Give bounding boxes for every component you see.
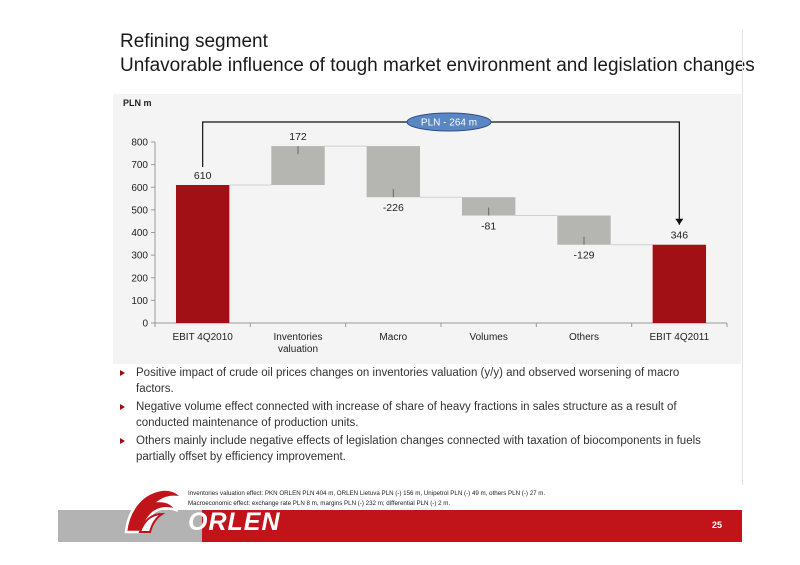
footer-red-block: 25 <box>202 510 742 542</box>
annotation-label: PLN - 264 m <box>421 118 477 129</box>
footnote-line: Inventories valuation effect: PKN ORLEN … <box>188 490 546 497</box>
bullet-item: Positive impact of crude oil prices chan… <box>120 366 720 397</box>
triangle-bullet-icon <box>120 404 125 410</box>
y-tick-label: 800 <box>131 138 148 149</box>
y-tick-label: 0 <box>142 319 148 330</box>
annotation-pill <box>406 112 492 132</box>
y-tick-label: 500 <box>131 205 148 216</box>
bullet-text: Negative volume effect connected with in… <box>136 401 677 429</box>
title-line-1: Refining segment <box>120 31 268 52</box>
y-tick-label: 100 <box>131 296 148 307</box>
data-label: 172 <box>289 131 307 143</box>
right-divider <box>742 30 743 485</box>
title-line-2: Unfavorable influence of tough market en… <box>120 55 755 76</box>
data-label: -226 <box>383 202 404 214</box>
bullet-item: Others mainly include negative effects o… <box>120 434 720 465</box>
data-label: -129 <box>573 250 594 262</box>
x-category-label: EBIT 4Q2010 <box>172 332 233 343</box>
x-category-label: valuation <box>278 344 318 355</box>
bar-total <box>652 244 707 323</box>
orlen-eagle-logo-icon <box>124 488 185 534</box>
x-category-label: Volumes <box>469 332 507 343</box>
y-tick-label: 300 <box>131 251 148 262</box>
brand-logo-text: ORLEN <box>188 508 281 536</box>
bullet-item: Negative volume effect connected with in… <box>120 400 720 431</box>
data-label: 610 <box>194 170 212 182</box>
bar-total <box>175 184 230 323</box>
y-tick-label: 600 <box>131 183 148 194</box>
y-tick-label: 700 <box>131 160 148 171</box>
x-category-label: Macro <box>379 332 407 343</box>
x-category-label: EBIT 4Q2011 <box>649 332 709 343</box>
arrow-down-icon <box>675 218 684 225</box>
footer-bar: 25 <box>58 510 742 542</box>
bar-delta <box>461 197 516 216</box>
bar-delta <box>366 146 421 198</box>
footnote-line: Macroeconomic effect: exchange rate PLN … <box>188 500 451 507</box>
bullet-list: Positive impact of crude oil prices chan… <box>120 366 720 468</box>
bullet-text: Positive impact of crude oil prices chan… <box>136 367 680 395</box>
unit-label: PLN m <box>123 98 152 108</box>
x-category-label: Others <box>569 332 599 343</box>
page-number: 25 <box>711 520 722 530</box>
y-tick-label: 200 <box>131 273 148 284</box>
triangle-bullet-icon <box>120 438 125 444</box>
x-category-label: Inventories <box>274 332 323 343</box>
chart-canvas: PLN m 0 100 200 300 400 500 600 700 800 610 172 -226… <box>123 98 728 355</box>
triangle-bullet-icon <box>120 370 125 376</box>
data-label: -81 <box>481 221 496 233</box>
slide-title: Refining segment Unfavorable influence o… <box>120 30 755 78</box>
data-label: 346 <box>671 230 689 242</box>
bullet-text: Others mainly include negative effects o… <box>136 435 701 463</box>
footnotes: Inventories valuation effect: PKN ORLEN … <box>188 489 545 509</box>
waterfall-chart: PLN m 0 100 200 300 400 500 600 700 800 610 172 -226… <box>113 94 741 364</box>
y-tick-label: 400 <box>131 228 148 239</box>
